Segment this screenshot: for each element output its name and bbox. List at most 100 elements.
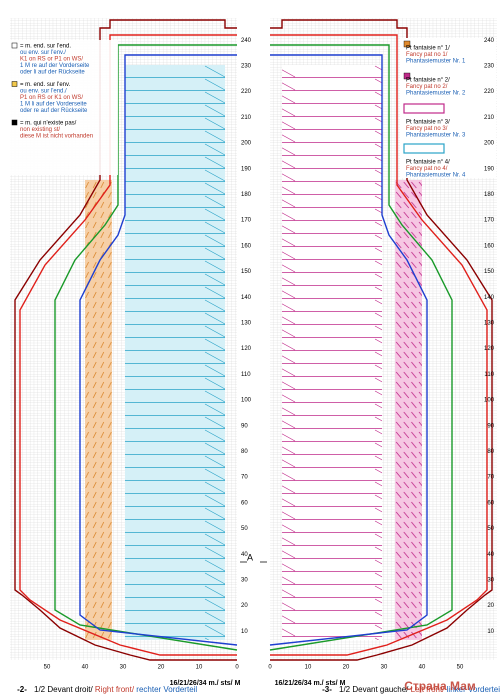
row-label: 160 xyxy=(241,243,252,249)
column-label: 30 xyxy=(120,665,127,671)
row-label: 130 xyxy=(484,320,495,326)
row-label: 80 xyxy=(487,449,494,455)
legend-swatch xyxy=(403,40,411,48)
row-label: 120 xyxy=(241,346,252,352)
legend-text: P1 on RS or K1 on WS/ xyxy=(20,95,83,101)
row-label: 180 xyxy=(241,192,252,198)
legend-text: Phantasiemuster Nr. 3 xyxy=(406,133,466,139)
row-label: 230 xyxy=(484,63,495,69)
row-label: 210 xyxy=(241,115,252,121)
legend-text: Phantasiemuster Nr. 2 xyxy=(406,91,466,97)
column-label: 40 xyxy=(82,665,89,671)
legend-text: Fancy pat no 1/ xyxy=(406,52,448,58)
row-label: 170 xyxy=(241,218,252,224)
size-outline xyxy=(269,54,428,646)
legend-text: Pt fantaisie n° 4/ xyxy=(406,160,450,166)
row-label: 140 xyxy=(241,295,252,301)
legend-text: = m. end. sur l'env. xyxy=(20,82,71,88)
row-label: 30 xyxy=(241,577,248,583)
row-label: 240 xyxy=(484,38,495,44)
row-label: 170 xyxy=(484,218,495,224)
pattern-4 xyxy=(125,65,225,640)
stitch-label: 16/21/26/34 m./ sts/ M xyxy=(170,680,241,687)
row-label: 110 xyxy=(241,372,251,378)
stitch-label: 16/21/26/34 m./ sts/ M xyxy=(275,680,346,687)
caption-part: rechter Vorderteil xyxy=(136,685,197,694)
row-label: 20 xyxy=(241,603,248,609)
row-label: 240 xyxy=(241,38,252,44)
row-label: 200 xyxy=(241,141,252,147)
row-label: 90 xyxy=(487,423,494,429)
column-label: 10 xyxy=(305,665,312,671)
row-label: 230 xyxy=(241,63,252,69)
caption-number: -2- xyxy=(17,685,27,694)
legend-text: 1 M re auf der Vorderseite xyxy=(20,63,90,69)
legend-text: = m. end. sur l'end. xyxy=(20,44,71,50)
legend-text: 1 M li auf der Vorderseite xyxy=(20,102,87,108)
column-label: 10 xyxy=(196,665,203,671)
row-label: 140 xyxy=(484,295,495,301)
row-label: 190 xyxy=(484,166,495,172)
legend-swatch xyxy=(11,119,18,126)
row-label: 40 xyxy=(487,552,494,558)
row-label: 30 xyxy=(487,577,494,583)
row-label: 220 xyxy=(484,89,495,95)
legend-text: Pt fantaisie n° 2/ xyxy=(406,78,450,84)
column-label: 50 xyxy=(457,665,464,671)
size-outline xyxy=(79,54,238,646)
size-outline xyxy=(270,34,488,656)
column-label: 30 xyxy=(381,665,388,671)
row-label: 100 xyxy=(241,398,252,404)
row-label: 40 xyxy=(241,552,248,558)
legend-text: Phantasiemuster Nr. 1 xyxy=(406,59,466,65)
legend-swatch xyxy=(11,42,18,49)
caption-part: linker Vorderteil xyxy=(447,685,500,694)
row-label: 210 xyxy=(484,115,495,121)
row-label: 80 xyxy=(241,449,248,455)
column-label: 0 xyxy=(235,665,239,671)
row-label: 150 xyxy=(241,269,252,275)
legend-text: Fancy pat no 2/ xyxy=(406,84,448,90)
column-label: 20 xyxy=(343,665,350,671)
caption-part: Left front/ xyxy=(411,685,447,694)
column-label: 40 xyxy=(419,665,426,671)
legend-text: diese M ist nicht vorhanden xyxy=(20,134,93,140)
column-label: 20 xyxy=(158,665,165,671)
caption: 1/2 Devant droit/ Right front/ rechter V… xyxy=(34,685,197,694)
pattern-2 xyxy=(395,180,422,640)
row-label: 150 xyxy=(484,269,495,275)
row-label: 10 xyxy=(241,629,248,635)
size-outline xyxy=(14,19,237,661)
row-label: 110 xyxy=(484,372,494,378)
row-label: 60 xyxy=(241,500,248,506)
row-label: 70 xyxy=(241,475,248,481)
legend-swatch xyxy=(403,103,445,114)
row-label: 190 xyxy=(241,166,252,172)
row-label: 60 xyxy=(487,500,494,506)
column-label: 0 xyxy=(268,665,272,671)
legend-swatch xyxy=(11,81,18,87)
row-label: 130 xyxy=(241,320,252,326)
size-outline xyxy=(270,19,493,661)
pattern-3 xyxy=(282,65,382,640)
legend-text: Phantasiemuster Nr. 4 xyxy=(406,173,466,179)
legend-box xyxy=(10,40,118,175)
legend-text: non existing st/ xyxy=(20,127,60,133)
caption-number: -3- xyxy=(322,685,332,694)
row-label: 160 xyxy=(484,243,495,249)
pattern-1 xyxy=(85,180,112,640)
row-label: 20 xyxy=(487,603,494,609)
legend-text: Pt fantaisie n° 1/ xyxy=(406,46,450,52)
legend-swatch xyxy=(403,143,445,154)
caption-part: Right front/ xyxy=(95,685,136,694)
row-label: 50 xyxy=(241,526,248,532)
legend-text: Fancy pat no 4/ xyxy=(406,166,448,172)
legend-swatch xyxy=(403,72,411,80)
watermark: Страна Мам xyxy=(404,679,476,693)
legend-text: = m. qui n'existe pas/ xyxy=(20,121,77,127)
legend-text: oder li auf der Rückseite xyxy=(20,70,85,76)
legend-text: Pt fantaisie n° 3/ xyxy=(406,120,450,126)
caption-part: 1/2 Devant droit/ xyxy=(34,685,95,694)
legend-text: oder re auf der Rückseite xyxy=(20,108,88,114)
